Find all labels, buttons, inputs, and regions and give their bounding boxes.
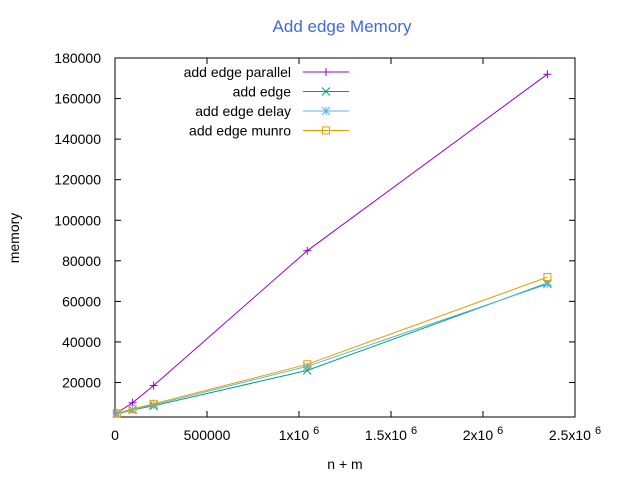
series-layer (112, 70, 552, 419)
legend: add edge parallel add edge add edge delay a… (184, 64, 349, 139)
data-point (543, 70, 552, 79)
x-tick-label-base: 500000 (184, 427, 231, 443)
data-point (128, 404, 137, 413)
y-tick-label: 80000 (62, 253, 101, 269)
x-tick-label: 2x10 6 (463, 425, 503, 443)
series-line (116, 282, 548, 415)
y-tick-label: 100000 (54, 212, 101, 228)
x-axis-label: n + m (327, 456, 362, 472)
x-tick-label: 2.5x10 6 (549, 425, 601, 443)
y-tick-label: 160000 (54, 91, 101, 107)
x-tick-label-base: 2.5x10 (549, 427, 591, 443)
data-point (543, 273, 552, 282)
legend-label: add edge parallel (184, 64, 291, 80)
legend-label: add edge (233, 84, 292, 100)
series-line (116, 283, 548, 415)
legend-marker (322, 68, 330, 76)
x-tick-label-base: 1x10 (279, 427, 310, 443)
x-tick-label-exponent: 6 (497, 425, 503, 437)
y-tick-label: 20000 (62, 375, 101, 391)
x-tick-label-exponent: 6 (411, 425, 417, 437)
legend-marker (321, 87, 331, 96)
series-plus (112, 70, 552, 417)
series-line (116, 276, 548, 414)
y-tick-label: 60000 (62, 293, 101, 309)
chart-title: Add edge Memory (273, 17, 412, 36)
x-tick-label: 1x10 6 (279, 425, 319, 443)
y-axis-label: memory (6, 213, 22, 264)
x-tick-label-base: 2x10 (463, 427, 494, 443)
legend-marker (322, 126, 330, 135)
y-tick-label: 120000 (54, 172, 101, 188)
legend-label: add edge munro (189, 123, 291, 139)
legend-label: add edge delay (195, 103, 291, 119)
x-tick-label: 1.5x10 6 (365, 425, 417, 443)
series-line (116, 73, 548, 414)
y-tick-label: 180000 (54, 50, 101, 66)
x-tick-label: 0 (111, 427, 119, 443)
x-tick-label-exponent: 6 (313, 425, 319, 437)
y-tick-label: 40000 (62, 334, 101, 350)
axis-ticks: 0 500000 1x10 6 1.5x10 6 2x10 6 2.5x10 6200004000… (54, 50, 601, 443)
x-tick-label-base: 0 (111, 427, 119, 443)
data-point (303, 246, 312, 255)
y-tick-label: 140000 (54, 131, 101, 147)
data-point (112, 409, 122, 418)
data-point (543, 279, 552, 289)
plot-frame (114, 57, 576, 418)
series-square (112, 273, 552, 418)
data-point (149, 381, 158, 390)
x-tick-label: 500000 (184, 427, 231, 443)
legend-marker (321, 106, 331, 116)
data-point (303, 360, 312, 369)
x-tick-label-exponent: 6 (595, 425, 601, 437)
x-tick-label-base: 1.5x10 (365, 427, 407, 443)
data-point (149, 399, 158, 408)
data-point (112, 409, 121, 418)
